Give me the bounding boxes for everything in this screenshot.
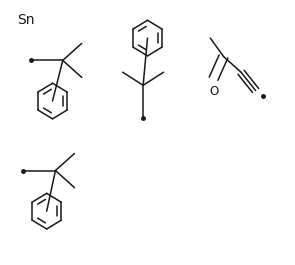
Text: Sn: Sn — [17, 13, 35, 27]
Text: O: O — [209, 85, 218, 98]
